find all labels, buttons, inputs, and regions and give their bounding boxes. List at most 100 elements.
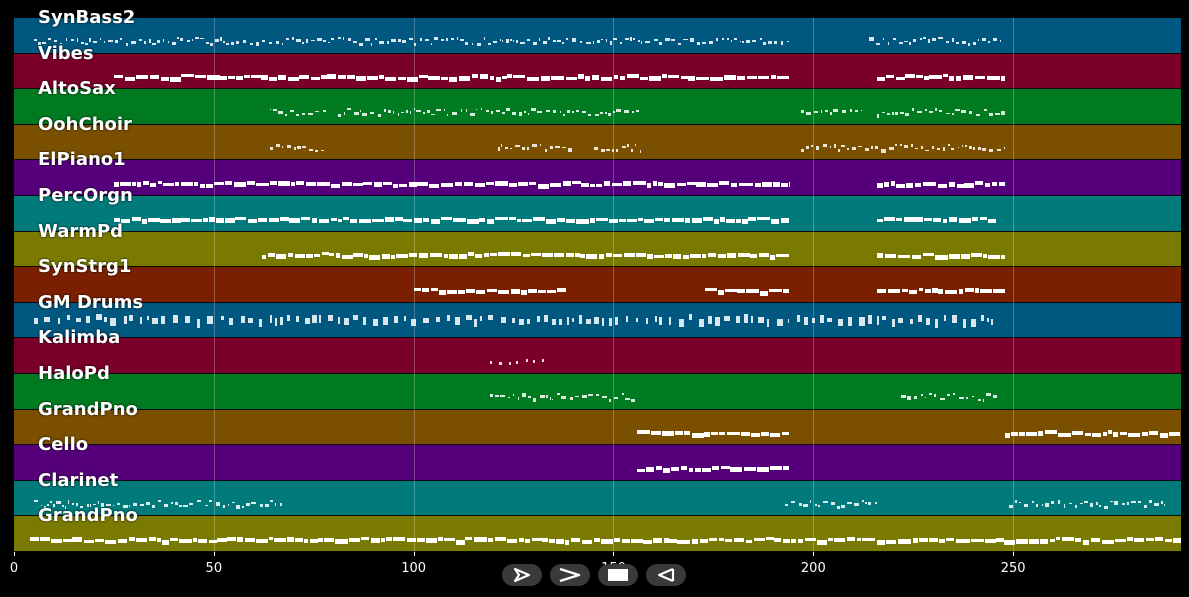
note [613,37,617,40]
note [708,315,713,324]
note [497,147,500,151]
note [394,316,399,324]
note [566,218,575,223]
track-lane[interactable] [14,516,1181,552]
note [586,41,591,45]
note [859,317,865,327]
note [248,317,253,323]
note [550,75,564,80]
note [426,110,431,114]
note [62,504,64,507]
note [548,37,550,40]
note [1091,537,1101,542]
note [553,39,556,42]
note [417,181,429,186]
note [985,538,996,543]
note [948,144,951,147]
note [951,148,955,150]
track-lane[interactable] [14,196,1181,232]
note [537,183,550,189]
note [556,40,561,43]
note [209,42,213,46]
note [413,287,421,291]
track-lane[interactable] [14,231,1181,268]
note [526,38,530,41]
note [730,40,733,42]
note [225,42,229,45]
note [601,149,605,153]
note [884,181,890,187]
track-lane[interactable] [14,480,1181,517]
note [761,432,769,437]
note [531,538,542,542]
note [545,110,551,112]
track-label: HaloPd [38,363,110,384]
note [112,504,114,507]
note [1160,500,1163,505]
note [820,110,823,113]
note [465,42,468,46]
note [804,538,817,542]
note [570,538,580,543]
note [528,182,536,186]
note [884,254,897,259]
track-lane[interactable] [14,338,1181,374]
note [636,109,640,112]
note [942,74,948,78]
note [261,254,267,259]
note [613,74,619,79]
note [965,144,968,148]
note [1036,504,1039,507]
note [629,37,633,41]
note [619,218,626,222]
note [307,112,313,116]
note [387,110,392,114]
note [1055,537,1061,541]
note [637,430,650,435]
note [403,218,412,222]
note [532,216,545,221]
note [837,319,844,327]
track-lane[interactable] [14,267,1181,303]
note [258,217,268,222]
note [932,37,937,42]
track-lane[interactable] [14,53,1181,90]
note [113,218,120,223]
note [316,182,330,187]
note [119,182,132,187]
note [562,181,572,187]
note [620,42,623,44]
note [1057,432,1071,437]
track-lane[interactable] [14,124,1181,161]
note [621,393,624,396]
note [480,108,482,111]
note [886,113,890,115]
note [726,253,737,259]
note [541,359,544,362]
play-button[interactable] [502,564,542,586]
note [633,37,636,41]
track-lane[interactable] [14,409,1181,446]
note [914,147,918,150]
note [463,182,474,187]
fast-forward-button[interactable] [550,564,590,586]
note [714,219,719,225]
note [353,40,357,44]
note [623,181,632,187]
note [101,503,105,507]
track-lane[interactable] [14,445,1181,481]
note [581,182,590,187]
track-lane[interactable] [14,374,1181,410]
track-lane[interactable] [14,18,1181,54]
note [507,74,512,79]
note [917,314,922,322]
track-lane[interactable] [14,160,1181,196]
note [546,395,549,398]
note [745,40,751,44]
stop-button[interactable] [598,564,638,586]
note [400,111,405,114]
track-lane[interactable] [14,302,1181,339]
rewind-button[interactable] [646,564,686,586]
track-lane[interactable] [14,89,1181,125]
note [876,315,880,325]
